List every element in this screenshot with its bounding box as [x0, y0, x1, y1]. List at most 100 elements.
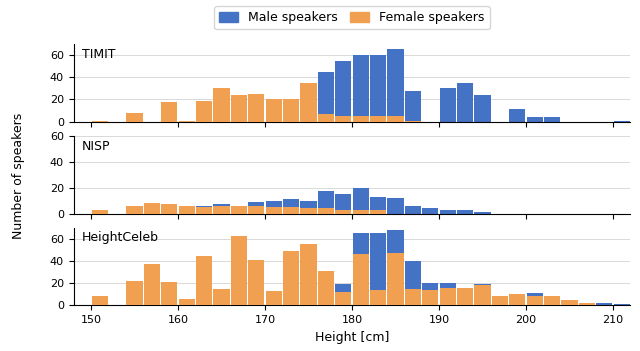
Bar [457, 292, 473, 305]
Bar [509, 294, 525, 305]
Bar [127, 281, 143, 305]
Bar [370, 197, 386, 213]
Bar [301, 244, 317, 305]
Bar [353, 187, 369, 213]
Bar [179, 206, 195, 213]
Bar [127, 206, 143, 213]
Bar [214, 289, 230, 305]
Bar [370, 55, 386, 122]
Bar [387, 253, 403, 305]
Bar [231, 237, 247, 305]
Bar [353, 233, 369, 305]
Bar [248, 260, 264, 305]
Bar [196, 207, 212, 213]
Bar [318, 192, 334, 213]
Bar [492, 297, 508, 305]
Bar [248, 206, 264, 213]
Bar [387, 230, 403, 305]
Bar [144, 203, 160, 213]
Text: TIMIT: TIMIT [82, 48, 115, 61]
Bar [405, 289, 421, 305]
Bar [614, 121, 630, 122]
Bar [318, 72, 334, 122]
Bar [127, 113, 143, 122]
Bar [422, 208, 438, 213]
Bar [457, 210, 473, 213]
Bar [509, 110, 525, 122]
Bar [353, 254, 369, 305]
Bar [283, 199, 299, 213]
Bar [422, 283, 438, 305]
Bar [335, 116, 351, 122]
Bar [474, 95, 490, 122]
Bar [266, 291, 282, 305]
Text: HeightCeleb: HeightCeleb [82, 231, 159, 244]
Bar [231, 207, 247, 213]
Bar [596, 303, 612, 305]
Bar [492, 302, 508, 305]
Bar [214, 206, 230, 213]
Bar [335, 210, 351, 213]
Bar [301, 290, 317, 305]
Bar [561, 300, 577, 305]
Bar [544, 297, 560, 305]
Bar [370, 290, 386, 305]
Text: NISP: NISP [82, 140, 111, 153]
Bar [161, 282, 177, 305]
Bar [353, 55, 369, 122]
Bar [353, 210, 369, 213]
Bar [92, 297, 108, 305]
Bar [231, 206, 247, 213]
Text: Number of speakers: Number of speakers [12, 112, 24, 239]
Bar [440, 88, 456, 122]
Bar [179, 299, 195, 305]
Bar [301, 83, 317, 122]
Bar [353, 116, 369, 122]
Bar [231, 95, 247, 122]
Bar [266, 200, 282, 213]
Bar [318, 114, 334, 122]
Bar [248, 94, 264, 122]
Bar [544, 117, 560, 122]
Bar [370, 210, 386, 213]
X-axis label: Height [cm]: Height [cm] [315, 331, 389, 344]
Bar [474, 212, 490, 213]
Bar [266, 99, 282, 122]
Bar [440, 283, 456, 305]
Bar [405, 261, 421, 305]
Bar [92, 210, 108, 213]
Bar [527, 297, 543, 305]
Bar [544, 300, 560, 305]
Bar [196, 101, 212, 122]
Bar [474, 284, 490, 305]
Bar [387, 116, 403, 122]
Bar [144, 264, 160, 305]
Bar [457, 287, 473, 305]
Bar [440, 287, 456, 305]
Bar [405, 91, 421, 122]
Bar [387, 49, 403, 122]
Bar [214, 88, 230, 122]
Bar [318, 208, 334, 213]
Bar [509, 299, 525, 305]
Bar [474, 285, 490, 305]
Bar [92, 121, 108, 122]
Bar [283, 289, 299, 305]
Bar [579, 303, 595, 305]
Bar [370, 233, 386, 305]
Bar [161, 102, 177, 122]
Bar [387, 198, 403, 213]
Bar [231, 294, 247, 305]
Bar [196, 206, 212, 213]
Bar [266, 292, 282, 305]
Bar [161, 204, 177, 213]
Bar [179, 121, 195, 122]
Bar [440, 210, 456, 213]
Bar [457, 83, 473, 122]
Bar [405, 206, 421, 213]
Bar [301, 200, 317, 213]
Bar [179, 303, 195, 305]
Bar [214, 204, 230, 213]
Bar [405, 121, 421, 122]
Bar [283, 99, 299, 122]
